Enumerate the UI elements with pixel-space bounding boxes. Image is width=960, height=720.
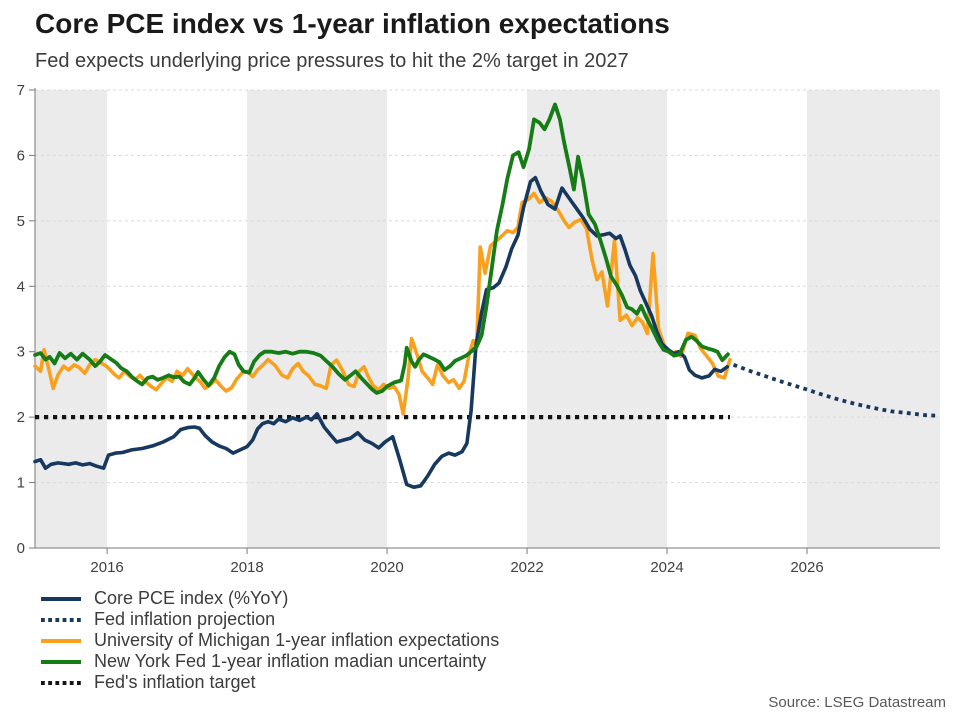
- y-tick-label: 6: [17, 147, 25, 164]
- y-tick-label: 7: [17, 82, 25, 99]
- x-tick-label: 2026: [790, 559, 823, 576]
- x-tick-label: 2022: [510, 559, 543, 576]
- legend-label: Fed inflation projection: [94, 609, 276, 629]
- y-tick-label: 2: [17, 409, 25, 426]
- legend-item: New York Fed 1-year inflation madian unc…: [40, 651, 499, 672]
- legend-label: University of Michigan 1-year inflation …: [94, 630, 500, 650]
- legend-item: Core PCE index (%YoY): [40, 588, 499, 609]
- legend-line-sample: [41, 680, 81, 685]
- series-line-university-of-michigan-1-year-inflation-expectations: [33, 191, 732, 416]
- background-band: [247, 90, 388, 548]
- series-line-core-pce-index-yoy: [33, 175, 730, 490]
- legend-line-sample: [41, 596, 81, 601]
- y-tick-label: 4: [17, 278, 25, 295]
- y-tick-label: 0: [17, 540, 25, 557]
- x-tick-label: 2018: [230, 559, 263, 576]
- y-tick-label: 1: [17, 475, 25, 492]
- background-band: [807, 90, 940, 548]
- x-tick-label: 2020: [370, 559, 403, 576]
- legend-item: Fed's inflation target: [40, 672, 499, 693]
- legend-line-sample: [41, 638, 81, 643]
- x-tick-label: 2024: [650, 559, 683, 576]
- series-line-fed-inflation-projection: [732, 363, 939, 418]
- x-tick-label: 2016: [90, 559, 123, 576]
- legend-label: Core PCE index (%YoY): [94, 588, 289, 608]
- legend-line-sample: [41, 659, 81, 664]
- background-band: [527, 90, 668, 548]
- legend: Core PCE index (%YoY) Fed inflation proje…: [40, 588, 499, 693]
- legend-label: Fed's inflation target: [94, 672, 256, 692]
- legend-item: University of Michigan 1-year inflation …: [40, 630, 499, 651]
- y-tick-label: 3: [17, 344, 25, 361]
- legend-line-sample: [41, 617, 81, 622]
- series-line-new-york-fed-1-year-inflation-madian-uncertainty: [33, 102, 730, 395]
- y-tick-label: 5: [17, 213, 25, 230]
- chart-subtitle: Fed expects underlying price pressures t…: [35, 50, 629, 72]
- source-note: Source: LSEG Datastream: [768, 694, 946, 711]
- legend-label: New York Fed 1-year inflation madian unc…: [94, 651, 487, 671]
- legend-item: Fed inflation projection: [40, 609, 499, 630]
- background-band: [35, 90, 108, 548]
- chart-title: Core PCE index vs 1-year inflation expec…: [35, 8, 670, 39]
